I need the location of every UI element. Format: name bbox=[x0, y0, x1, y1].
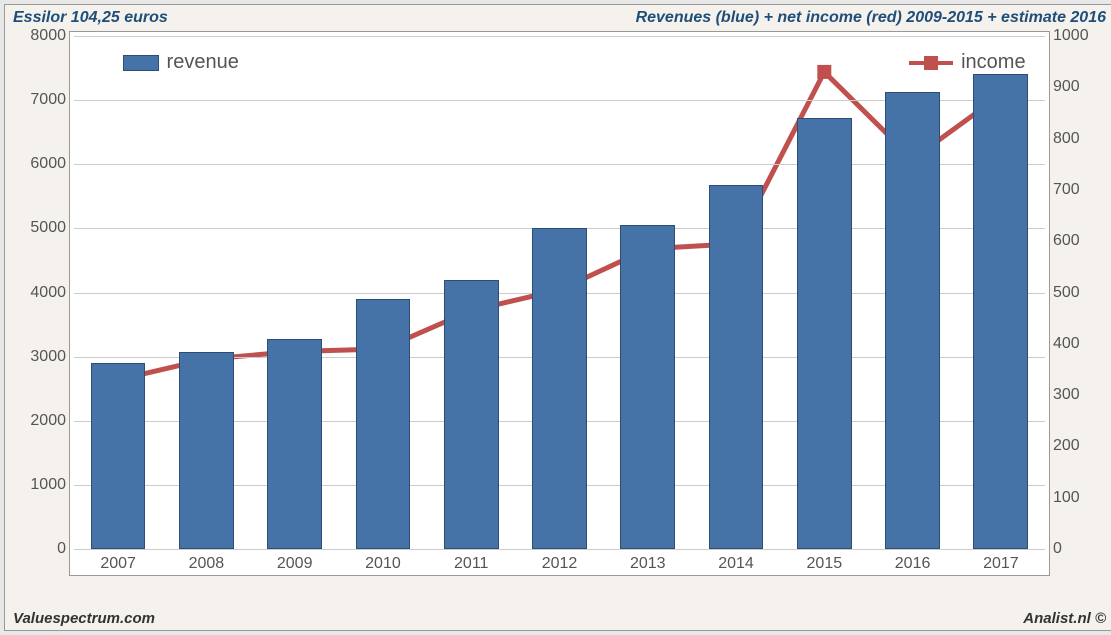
y-right-tick: 300 bbox=[1053, 386, 1109, 404]
chart-header: Essilor 104,25 euros Revenues (blue) + n… bbox=[5, 5, 1111, 31]
x-tick: 2017 bbox=[983, 555, 1019, 573]
chart-area: 0100020003000400050006000700080000100200… bbox=[69, 31, 1050, 576]
y-left-tick: 1000 bbox=[10, 476, 66, 494]
legend-revenue: revenue bbox=[123, 51, 239, 74]
y-right-tick: 1000 bbox=[1053, 27, 1109, 45]
x-tick: 2014 bbox=[718, 555, 754, 573]
x-tick: 2011 bbox=[454, 555, 488, 573]
title-right: Revenues (blue) + net income (red) 2009-… bbox=[636, 9, 1106, 27]
y-left-tick: 2000 bbox=[10, 412, 66, 430]
revenue-bar bbox=[709, 185, 764, 549]
y-right-tick: 600 bbox=[1053, 232, 1109, 250]
y-left-tick: 6000 bbox=[10, 155, 66, 173]
revenue-bar bbox=[797, 118, 852, 549]
x-tick: 2010 bbox=[365, 555, 401, 573]
y-right-tick: 400 bbox=[1053, 335, 1109, 353]
revenue-bar bbox=[620, 225, 675, 549]
revenue-bar bbox=[356, 299, 411, 549]
legend-revenue-label: revenue bbox=[167, 51, 239, 74]
revenue-bar bbox=[179, 352, 234, 550]
x-tick: 2007 bbox=[100, 555, 136, 573]
y-right-tick: 500 bbox=[1053, 284, 1109, 302]
y-left-tick: 8000 bbox=[10, 27, 66, 45]
income-marker bbox=[817, 65, 831, 79]
grid-line bbox=[74, 36, 1045, 37]
x-tick: 2008 bbox=[189, 555, 225, 573]
chart-footer: Valuespectrum.com Analist.nl © bbox=[5, 608, 1111, 628]
x-tick: 2012 bbox=[542, 555, 578, 573]
y-right-tick: 900 bbox=[1053, 78, 1109, 96]
y-left-tick: 0 bbox=[10, 540, 66, 558]
title-left: Essilor 104,25 euros bbox=[13, 9, 168, 27]
y-right-tick: 800 bbox=[1053, 130, 1109, 148]
y-left-tick: 4000 bbox=[10, 284, 66, 302]
footer-right: Analist.nl © bbox=[1023, 610, 1106, 627]
revenue-bar bbox=[885, 92, 940, 549]
legend-income-swatch bbox=[909, 61, 953, 65]
revenue-bar bbox=[91, 363, 146, 549]
revenue-bar bbox=[973, 74, 1028, 549]
revenue-bar bbox=[267, 339, 322, 549]
legend-income: income bbox=[909, 51, 1025, 74]
legend-revenue-swatch bbox=[123, 55, 159, 71]
chart-frame: Essilor 104,25 euros Revenues (blue) + n… bbox=[4, 4, 1111, 631]
y-left-tick: 3000 bbox=[10, 348, 66, 366]
x-tick: 2009 bbox=[277, 555, 313, 573]
x-tick: 2016 bbox=[895, 555, 931, 573]
revenue-bar bbox=[532, 228, 587, 549]
y-left-tick: 5000 bbox=[10, 219, 66, 237]
x-tick: 2015 bbox=[807, 555, 843, 573]
revenue-bar bbox=[444, 280, 499, 549]
y-right-tick: 700 bbox=[1053, 181, 1109, 199]
y-right-tick: 0 bbox=[1053, 540, 1109, 558]
grid-line bbox=[74, 549, 1045, 550]
legend-income-label: income bbox=[961, 51, 1025, 74]
plot-area: 0100020003000400050006000700080000100200… bbox=[74, 36, 1045, 549]
y-right-tick: 100 bbox=[1053, 489, 1109, 507]
y-right-tick: 200 bbox=[1053, 437, 1109, 455]
footer-left: Valuespectrum.com bbox=[13, 610, 155, 627]
y-left-tick: 7000 bbox=[10, 91, 66, 109]
x-tick: 2013 bbox=[630, 555, 666, 573]
